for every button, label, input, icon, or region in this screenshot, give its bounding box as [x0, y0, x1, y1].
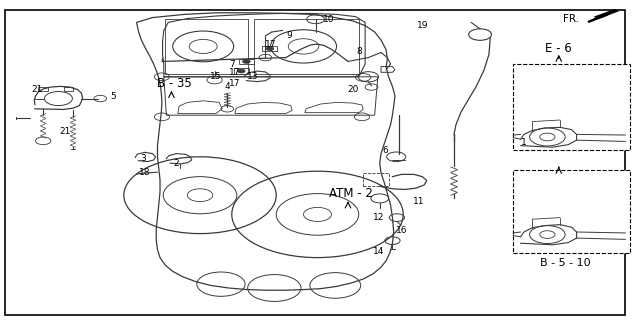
- Text: 8: 8: [356, 47, 362, 56]
- Circle shape: [266, 47, 274, 51]
- Text: 14: 14: [373, 247, 384, 256]
- Text: 17: 17: [265, 40, 276, 49]
- Text: 19: 19: [417, 21, 429, 30]
- Text: 7: 7: [229, 60, 235, 68]
- Text: E - 6: E - 6: [545, 42, 572, 55]
- Text: 21: 21: [59, 127, 70, 136]
- Bar: [513, 170, 630, 253]
- Text: 20: 20: [347, 85, 359, 94]
- Text: 11: 11: [413, 197, 425, 206]
- Text: 12: 12: [373, 213, 384, 222]
- Text: B - 35: B - 35: [157, 77, 192, 90]
- Text: 6: 6: [382, 146, 389, 155]
- Text: 10: 10: [323, 15, 335, 24]
- Polygon shape: [594, 9, 619, 19]
- Text: B - 5 - 10: B - 5 - 10: [540, 258, 591, 268]
- Text: 5: 5: [110, 92, 116, 100]
- Text: 17: 17: [229, 79, 241, 88]
- Bar: [513, 64, 630, 150]
- Text: 15: 15: [210, 72, 222, 81]
- Text: 13: 13: [247, 72, 258, 81]
- Text: 9: 9: [286, 31, 292, 40]
- Text: FR.: FR.: [563, 14, 580, 24]
- Text: ATM - 2: ATM - 2: [328, 187, 373, 200]
- Bar: [363, 173, 389, 186]
- Text: 3: 3: [140, 154, 146, 163]
- Circle shape: [243, 60, 250, 63]
- Polygon shape: [587, 13, 608, 23]
- Text: 1: 1: [521, 138, 527, 147]
- Text: 2: 2: [174, 159, 179, 168]
- Circle shape: [237, 69, 245, 73]
- Text: 16: 16: [396, 226, 407, 235]
- Text: 18: 18: [139, 168, 150, 177]
- Text: 17: 17: [229, 68, 241, 76]
- Text: 21: 21: [31, 85, 43, 94]
- Text: 4: 4: [225, 82, 230, 91]
